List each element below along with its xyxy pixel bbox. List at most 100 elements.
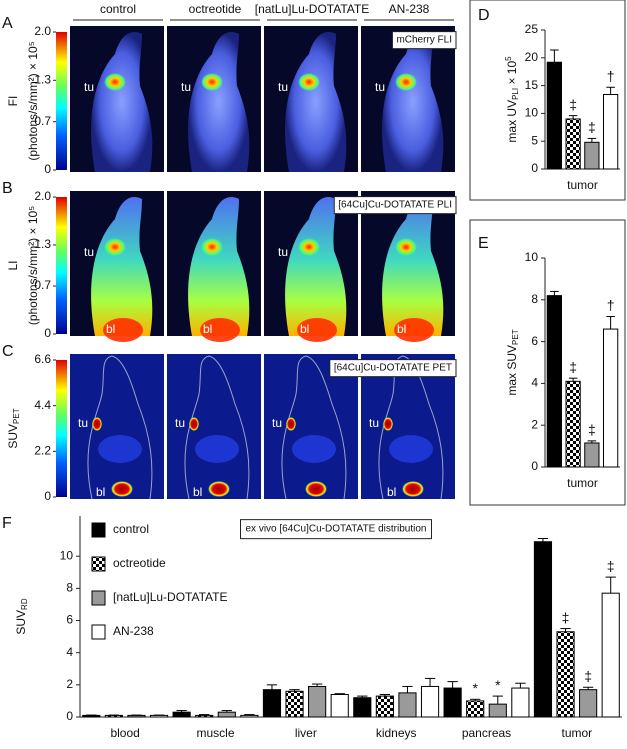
bar <box>172 711 191 718</box>
bladder-signal <box>297 318 337 342</box>
bar <box>82 714 101 718</box>
column-header: AN-238 <box>389 2 430 16</box>
y-tick-label: 4 <box>531 376 538 390</box>
row-label-text: SUV <box>6 424 20 449</box>
panel-letter: D <box>478 7 490 24</box>
bar <box>466 700 485 718</box>
tumor-label: tu <box>278 245 288 259</box>
row-label-text: LI <box>6 260 20 270</box>
colorbar-tick-label: 0 <box>44 326 51 340</box>
legend-label: AN-238 <box>113 624 154 638</box>
bar <box>511 687 530 718</box>
annotation-box <box>240 519 432 540</box>
legend-swatch <box>91 556 106 572</box>
modality-label: [64Cu]Cu-DOTATATE PET <box>334 363 452 374</box>
y-tick-label: 25 <box>525 22 539 36</box>
bar <box>565 118 581 170</box>
legend-label: [natLu]Lu-DOTATATE <box>113 590 227 604</box>
y-tick-label: 0 <box>531 161 538 175</box>
x-tick-label: liver <box>295 726 317 740</box>
significance-mark: ‡ <box>584 668 592 684</box>
colorbar-tick-label: 0.7 <box>34 114 51 128</box>
legend-swatch <box>91 590 106 606</box>
y-tick-label: 2 <box>531 417 538 431</box>
modality-box <box>333 196 457 215</box>
bar <box>217 711 236 718</box>
bladder-label: bl <box>387 485 396 499</box>
organ-glow <box>389 435 433 463</box>
y-label-tail: × 10 <box>505 61 519 88</box>
chart-annotation: ex vivo [64Cu]Cu-DOTATATE distribution <box>246 524 427 535</box>
bar <box>127 714 146 718</box>
significance-mark: ‡ <box>562 609 570 625</box>
bladder-signal <box>305 481 327 497</box>
colorbar-tick-label: 4.4 <box>34 398 51 412</box>
significance-mark: ‡ <box>588 422 596 438</box>
colorbar-tick-label: 0 <box>44 162 51 176</box>
y-tick-label: 8 <box>66 581 73 595</box>
bladder-signal <box>103 318 143 342</box>
significance-mark: ‡ <box>569 359 577 375</box>
y-axis-label: max SUVPET <box>505 329 520 395</box>
modality-label: mCherry FLI <box>396 35 452 46</box>
bladder-signal <box>208 481 230 497</box>
bar <box>375 695 394 718</box>
tumor-signal <box>201 73 223 91</box>
mouse-body <box>382 32 444 172</box>
colorbar <box>56 32 67 170</box>
y-label-text: max SUV <box>505 345 519 396</box>
colorbar <box>56 360 67 497</box>
bar <box>104 714 123 718</box>
y-label-text: max UV <box>505 100 519 143</box>
y-tick-label: 0 <box>531 459 538 473</box>
bar <box>240 714 259 718</box>
bar <box>565 380 581 468</box>
y-label-sub: PET <box>511 329 520 345</box>
tumor-signal <box>298 73 320 91</box>
bar <box>398 692 417 718</box>
bar <box>285 690 304 718</box>
bar <box>546 295 562 468</box>
mouse-body <box>285 32 347 172</box>
colorbar-tick-label: 2.0 <box>34 189 51 203</box>
tumor-label: tu <box>272 416 282 430</box>
bar <box>420 685 440 718</box>
y-tick-label: 0 <box>66 709 73 723</box>
tumor-signal <box>298 238 320 256</box>
column-header: octreotide <box>189 2 242 16</box>
bladder-label: bl <box>203 322 212 336</box>
bladder-signal <box>394 318 434 342</box>
significance-mark: † <box>607 297 615 313</box>
mouse-body <box>188 197 250 336</box>
organ-glow <box>98 435 142 463</box>
modality-box <box>329 359 457 378</box>
legend-swatch <box>91 624 106 640</box>
bar <box>533 541 553 718</box>
tumor-label: tu <box>175 416 185 430</box>
row-label: LI <box>6 260 20 270</box>
y-tick-label: 10 <box>60 548 74 562</box>
tumor-label: tu <box>375 80 385 94</box>
panel-letter: C <box>2 343 14 360</box>
y-axis-label: max UVPLI × 105 <box>504 56 520 143</box>
bar <box>603 328 619 468</box>
bladder-label: bl <box>193 485 202 499</box>
organ-glow <box>292 435 336 463</box>
x-tick-label: kidneys <box>376 726 417 740</box>
colorbar-tick-label: 6.6 <box>34 352 51 366</box>
bar <box>195 714 214 718</box>
colorbar-tick-label: 0 <box>44 489 51 503</box>
row-label-sub: PET <box>12 408 21 424</box>
legend-swatch <box>91 522 106 538</box>
y-tick-label: 20 <box>525 50 539 64</box>
tumor-label: tu <box>278 80 288 94</box>
bladder-signal <box>111 481 133 497</box>
bar <box>353 697 372 718</box>
row-label-text: FI <box>6 96 20 107</box>
pet-image <box>264 354 358 499</box>
colorbar-tick-label: 1.3 <box>34 237 51 251</box>
y-tick-label: 10 <box>525 250 539 264</box>
tumor-label: tu <box>78 416 88 430</box>
modality-label: [64Cu]Cu-DOTATATE PLI <box>338 200 452 211</box>
tumor-signal <box>104 238 126 256</box>
